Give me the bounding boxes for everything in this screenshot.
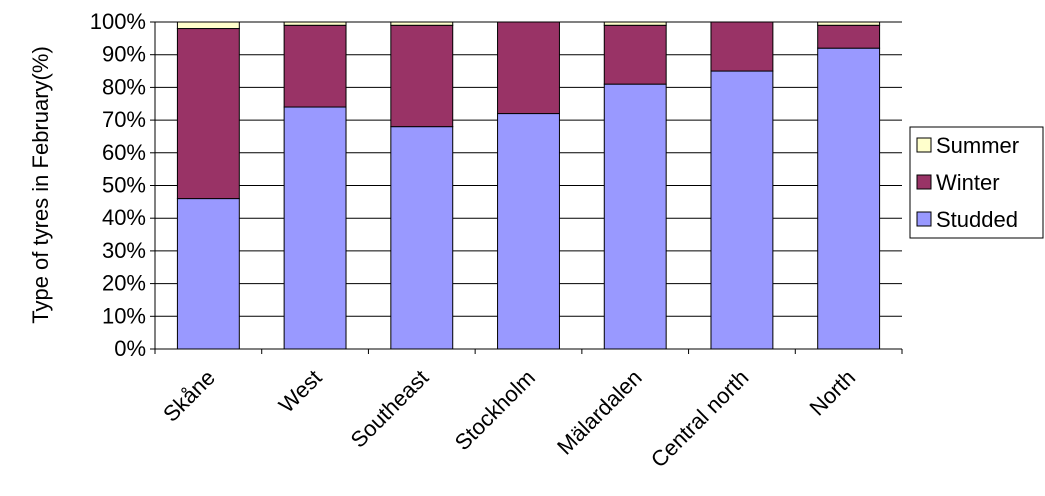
bar-segment-summer — [283, 21, 347, 26]
x-tick-labels: Skåne West Southeast Stockholm Mälardalen Cen… — [158, 365, 860, 473]
axes — [154, 22, 902, 350]
bar-segment-studded — [710, 70, 774, 350]
bar-segment-winter — [283, 24, 347, 108]
legend-label: Summer — [936, 133, 1019, 158]
x-tick-label: Central north — [646, 365, 754, 473]
bar-segment-summer — [390, 21, 454, 26]
y-tick-label: 20% — [102, 271, 146, 296]
x-tick-label: Stockholm — [450, 365, 540, 455]
bar-segment-winter — [817, 24, 881, 49]
y-axis-label: Type of tyres in February(%) — [28, 46, 53, 324]
legend-label: Studded — [936, 207, 1018, 232]
bar-segment-winter — [710, 21, 774, 72]
y-tick-label: 30% — [102, 238, 146, 263]
y-tick-label: 100% — [90, 9, 146, 34]
bar-segment-studded — [603, 83, 667, 350]
y-tick-label: 80% — [102, 74, 146, 99]
bar-segment-studded — [390, 126, 454, 350]
x-tick-label: Mälardalen — [552, 365, 647, 460]
x-tick-label: North — [804, 365, 860, 421]
y-tick-label: 90% — [102, 42, 146, 67]
y-tick-label: 10% — [102, 303, 146, 328]
x-tick-label: West — [274, 365, 327, 418]
legend-swatch — [916, 137, 932, 153]
bar-segment-winter — [176, 28, 240, 200]
y-tick-label: 60% — [102, 140, 146, 165]
bar-segment-summer — [817, 21, 881, 26]
y-tick-label: 70% — [102, 107, 146, 132]
bars — [176, 21, 881, 350]
bar-segment-winter — [603, 24, 667, 85]
bar-segment-winter — [390, 24, 454, 128]
bar-segment-winter — [497, 21, 560, 115]
bar-segment-summer — [603, 21, 667, 26]
legend-frame — [909, 126, 1044, 239]
y-tick-label: 50% — [102, 173, 146, 198]
x-tick-label: Southeast — [346, 365, 434, 453]
y-tick-label: 0% — [114, 336, 146, 361]
bar-segment-studded — [497, 113, 560, 350]
bar-segment-studded — [176, 198, 240, 350]
legend-label: Winter — [936, 170, 1000, 195]
legend: Summer Winter Studded — [909, 126, 1044, 239]
x-tick-label: Skåne — [158, 365, 220, 427]
legend-swatch — [916, 211, 932, 227]
legend-swatch — [916, 174, 932, 190]
y-tick-label: 40% — [102, 205, 146, 230]
bar-segment-studded — [817, 47, 881, 350]
bar-segment-summer — [176, 21, 240, 30]
bar-segment-studded — [283, 106, 347, 350]
y-tick-labels: 0% 10% 20% 30% 40% 50% 60% 70% 80% 90% 100% — [90, 9, 146, 361]
